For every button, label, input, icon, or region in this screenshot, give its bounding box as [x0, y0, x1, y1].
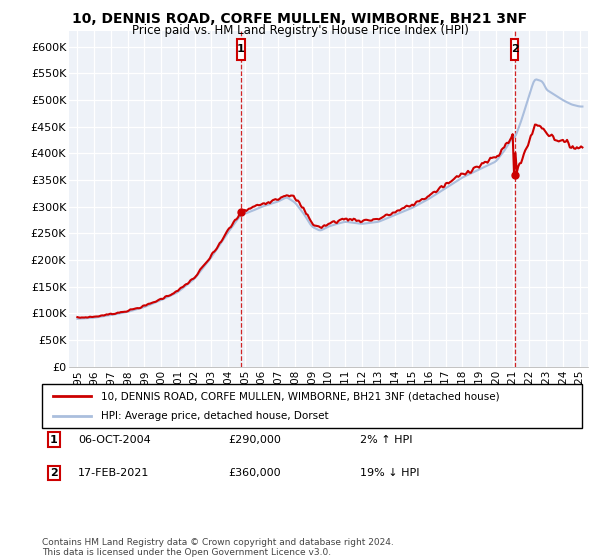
Text: 2% ↑ HPI: 2% ↑ HPI	[360, 435, 413, 445]
Text: 10, DENNIS ROAD, CORFE MULLEN, WIMBORNE, BH21 3NF (detached house): 10, DENNIS ROAD, CORFE MULLEN, WIMBORNE,…	[101, 391, 500, 401]
FancyBboxPatch shape	[237, 39, 245, 60]
Text: HPI: Average price, detached house, Dorset: HPI: Average price, detached house, Dors…	[101, 411, 329, 421]
FancyBboxPatch shape	[511, 39, 518, 60]
Text: Contains HM Land Registry data © Crown copyright and database right 2024.
This d: Contains HM Land Registry data © Crown c…	[42, 538, 394, 557]
Text: 2: 2	[511, 44, 518, 54]
Text: 10, DENNIS ROAD, CORFE MULLEN, WIMBORNE, BH21 3NF: 10, DENNIS ROAD, CORFE MULLEN, WIMBORNE,…	[73, 12, 527, 26]
Text: 1: 1	[50, 435, 58, 445]
Text: 1: 1	[237, 44, 245, 54]
Text: 2: 2	[50, 468, 58, 478]
Text: Price paid vs. HM Land Registry's House Price Index (HPI): Price paid vs. HM Land Registry's House …	[131, 24, 469, 36]
Text: 06-OCT-2004: 06-OCT-2004	[78, 435, 151, 445]
FancyBboxPatch shape	[42, 384, 582, 428]
Text: 19% ↓ HPI: 19% ↓ HPI	[360, 468, 419, 478]
Text: £360,000: £360,000	[228, 468, 281, 478]
Text: 17-FEB-2021: 17-FEB-2021	[78, 468, 149, 478]
Text: £290,000: £290,000	[228, 435, 281, 445]
